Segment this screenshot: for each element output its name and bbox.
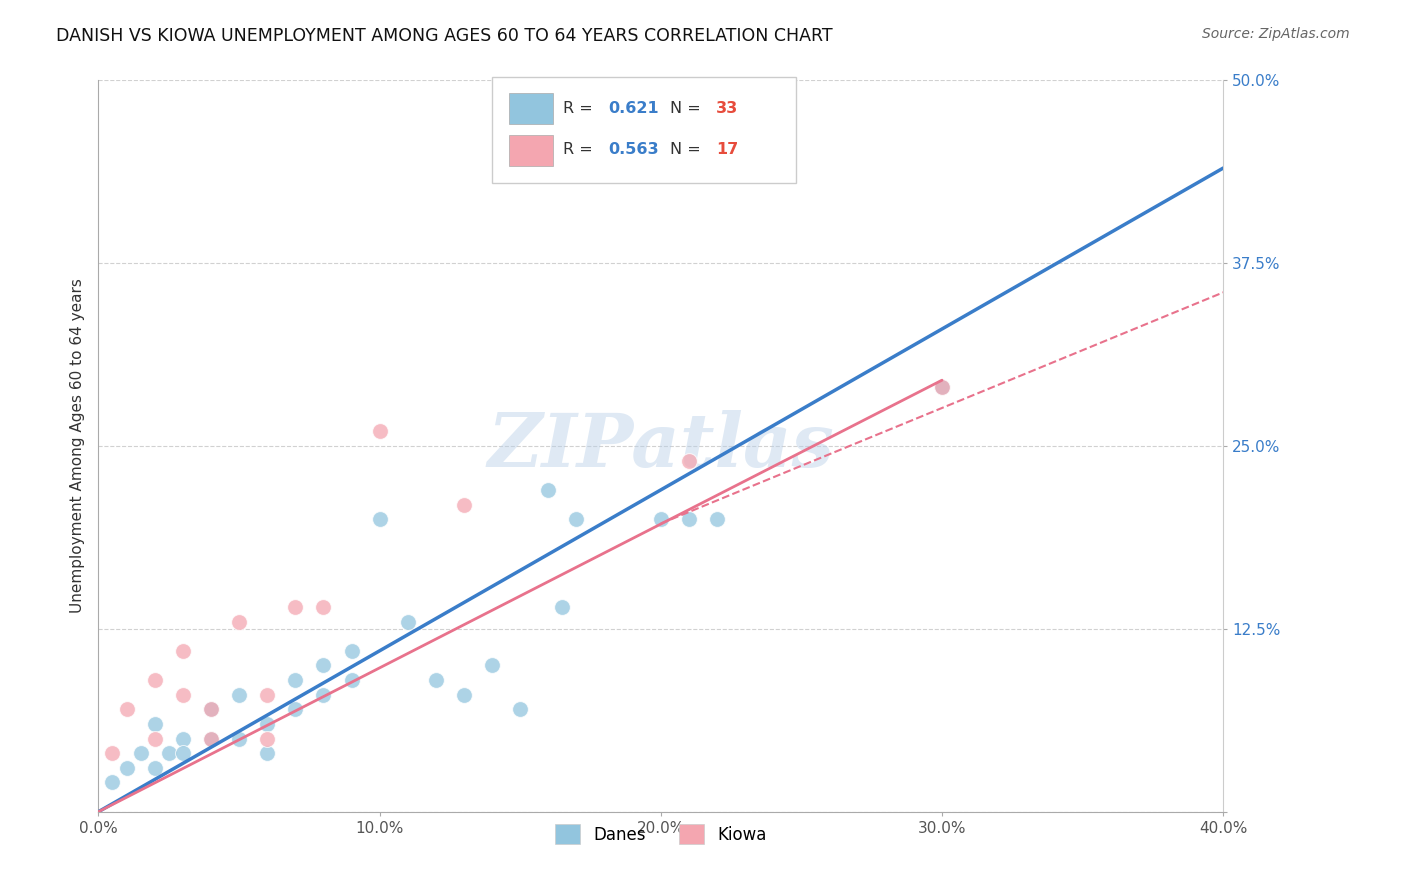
Point	[537, 483, 560, 497]
Point	[453, 688, 475, 702]
Point	[256, 688, 278, 702]
Point	[256, 731, 278, 746]
Point	[228, 615, 250, 629]
Point	[228, 731, 250, 746]
Point	[172, 688, 194, 702]
Point	[931, 380, 953, 394]
Point	[312, 658, 335, 673]
FancyBboxPatch shape	[509, 135, 553, 166]
FancyBboxPatch shape	[509, 94, 553, 124]
Point	[678, 453, 700, 467]
Point	[551, 599, 574, 614]
Point	[228, 688, 250, 702]
Legend: Danes, Kiowa: Danes, Kiowa	[548, 817, 773, 851]
Point	[706, 512, 728, 526]
Point	[101, 775, 124, 789]
Point	[368, 425, 391, 439]
Point	[481, 658, 503, 673]
Point	[396, 615, 419, 629]
Point	[509, 702, 531, 716]
Point	[172, 746, 194, 760]
Point	[101, 746, 124, 760]
Point	[931, 380, 953, 394]
Text: Source: ZipAtlas.com: Source: ZipAtlas.com	[1202, 27, 1350, 41]
Text: ZIPatlas: ZIPatlas	[488, 409, 834, 483]
Text: DANISH VS KIOWA UNEMPLOYMENT AMONG AGES 60 TO 64 YEARS CORRELATION CHART: DANISH VS KIOWA UNEMPLOYMENT AMONG AGES …	[56, 27, 832, 45]
FancyBboxPatch shape	[492, 77, 796, 183]
Point	[143, 673, 166, 687]
Point	[312, 599, 335, 614]
Point	[312, 688, 335, 702]
Point	[200, 731, 222, 746]
Point	[143, 761, 166, 775]
Text: N =: N =	[669, 101, 706, 116]
Point	[129, 746, 152, 760]
Text: 0.621: 0.621	[607, 101, 658, 116]
Point	[425, 673, 447, 687]
Point	[157, 746, 180, 760]
Point	[284, 673, 307, 687]
Text: R =: R =	[562, 101, 598, 116]
Text: 17: 17	[716, 142, 738, 157]
Point	[143, 731, 166, 746]
Point	[172, 731, 194, 746]
Point	[340, 644, 363, 658]
Point	[115, 761, 138, 775]
Point	[200, 731, 222, 746]
Text: R =: R =	[562, 142, 598, 157]
Point	[453, 498, 475, 512]
Y-axis label: Unemployment Among Ages 60 to 64 years: Unemployment Among Ages 60 to 64 years	[69, 278, 84, 614]
Point	[172, 644, 194, 658]
Text: 33: 33	[716, 101, 738, 116]
Point	[200, 702, 222, 716]
Point	[284, 599, 307, 614]
Point	[650, 512, 672, 526]
Point	[565, 512, 588, 526]
Text: N =: N =	[669, 142, 706, 157]
Point	[368, 512, 391, 526]
Point	[284, 702, 307, 716]
Point	[256, 717, 278, 731]
Point	[340, 673, 363, 687]
Text: 0.563: 0.563	[607, 142, 658, 157]
Point	[200, 702, 222, 716]
Point	[256, 746, 278, 760]
Point	[115, 702, 138, 716]
Point	[678, 512, 700, 526]
Point	[143, 717, 166, 731]
